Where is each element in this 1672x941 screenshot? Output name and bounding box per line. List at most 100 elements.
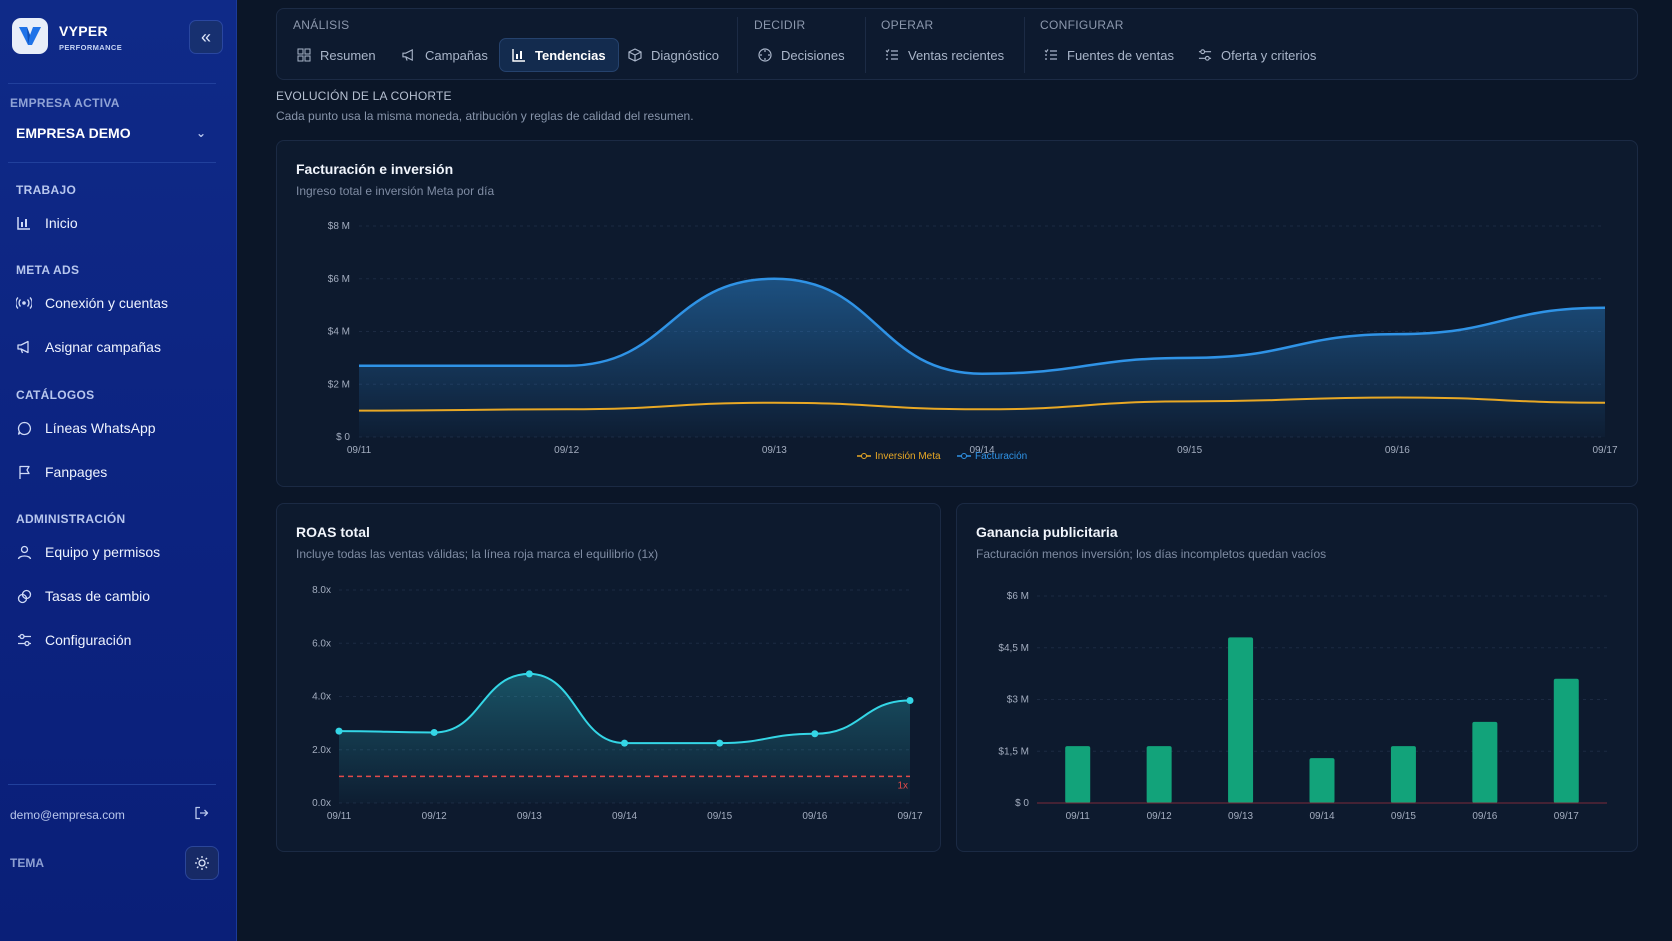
facturacion-line [359,277,1606,375]
logout-icon[interactable] [194,806,209,825]
cohort-subtitle: Cada punto usa la misma moneda, atribuci… [276,109,694,123]
sidebar-item-label: Configuración [45,632,132,648]
sidebar-item-label: Equipo y permisos [45,544,161,560]
inversion-line [358,396,1606,412]
coins-icon [16,588,32,604]
megaphone-icon [402,48,413,62]
x-tick-label: 09/17 [1592,445,1617,456]
section-meta-ads: META ADS [16,263,80,277]
roas-chart-card: ROAS total Incluye todas las ventas váli… [276,503,941,852]
y-tick-label: $4 M [328,327,350,338]
tab-decisiones[interactable]: Decisiones [746,38,857,72]
facturacion-area [359,278,1605,437]
theme-toggle-button[interactable] [185,846,219,880]
brand-name: VYPER [59,23,108,39]
sidebar-item-label: Asignar campañas [45,339,161,355]
chart-title: Facturación e inversión [296,161,454,177]
chart-subtitle: Incluye todas las ventas válidas; la lín… [296,547,659,561]
legend-facturacion-dot [961,453,967,459]
x-tick-label: 09/12 [1147,811,1172,822]
tab-label: Decisiones [781,47,845,63]
legend-inversion-label: Inversión Meta [875,451,941,462]
divider [8,83,216,84]
chart-subtitle: Facturación menos inversión; los días in… [976,547,1327,561]
tab-fuentes-de-ventas[interactable]: Fuentes de ventas [1032,38,1186,72]
sidebar-item-conexion[interactable]: Conexión y cuentas [16,295,168,311]
sidebar-item-asignar[interactable]: Asignar campañas [16,339,161,355]
tab-group-separator [737,17,738,73]
tab-oferta-y-criterios[interactable]: Oferta y criterios [1186,38,1328,72]
x-tick-label: 09/11 [327,811,352,822]
x-tick-label: 09/15 [1177,445,1202,456]
chart-title: ROAS total [296,524,370,540]
tab-resumen[interactable]: Resumen [285,38,388,72]
sidebar-item-lineas-whatsapp[interactable]: Líneas WhatsApp [16,420,156,436]
tab-campanas[interactable]: Campañas [390,38,500,72]
tab-group-separator [865,17,866,73]
section-trabajo: TRABAJO [16,183,77,197]
x-tick-label: 09/11 [1066,811,1091,822]
roas-point [621,739,628,747]
x-tick-label: 09/17 [1554,811,1579,822]
x-tick-label: 09/16 [1385,445,1410,456]
sidebar-item-label: Inicio [45,215,78,231]
double-chevron-left-icon: « [200,26,211,47]
x-tick-label: 09/15 [1391,811,1416,822]
roas-point [716,739,724,747]
collapse-sidebar-button[interactable]: « [189,20,223,54]
section-administracion: ADMINISTRACIÓN [16,512,126,526]
compass-icon [758,48,772,62]
user-icon [16,544,32,560]
facturacion-chart: $ 0 $2 M $4 M $6 M $8 M 09/11 09/12 09/13 09/14 0… [328,221,1618,462]
y-tick-label: 8.0x [312,585,331,596]
group-configurar-label: CONFIGURAR [1040,18,1124,32]
ganancia-bar [1553,678,1579,803]
x-tick-label: 09/14 [1309,811,1334,822]
tab-ventas-recientes[interactable]: Ventas recientes [873,38,1016,72]
x-tick-label: 09/16 [802,811,827,822]
logo [12,18,48,54]
brand-subtitle: PERFORMANCE [59,43,123,52]
tab-label: Tendencias [535,47,606,63]
ganancia-chart: $ 0 $1,5 M $3 M $4,5 M $6 M 09/11 09/12 09/13 09… [998,591,1607,822]
y-tick-label: $3 M [1007,695,1029,706]
x-tick-label: 09/13 [517,811,542,822]
sidebar-item-inicio[interactable]: Inicio [16,215,78,231]
ganancia-bar [1472,721,1498,803]
x-tick-label: 09/16 [1472,811,1497,822]
sidebar-item-equipo[interactable]: Equipo y permisos [16,544,160,560]
y-tick-label: 0.0x [312,798,331,809]
sidebar-item-tasas[interactable]: Tasas de cambio [16,588,150,604]
sidebar-item-fanpages[interactable]: Fanpages [16,464,107,480]
user-email: demo@empresa.com [10,808,125,822]
chart-subtitle: Ingreso total e inversión Meta por día [296,184,495,198]
x-tick-label: 09/11 [347,445,372,456]
legend-inversion-dot [861,453,867,459]
roas-chart: 0.0x 2.0x 4.0x 6.0x 8.0x 09/11 09/12 09/13 09/14… [312,585,923,822]
group-decidir-label: DECIDIR [754,18,806,32]
y-tick-label: $2 M [328,379,350,390]
ganancia-bar [1065,746,1091,803]
roas-point [430,728,438,736]
x-tick-label: 09/17 [897,811,922,822]
group-operar-label: OPERAR [881,18,934,32]
divider [8,162,216,163]
sliders-icon [16,632,32,648]
ganancia-bar [1228,637,1254,803]
tab-diagnostico[interactable]: Diagnóstico [616,38,731,72]
roas-area [339,673,910,803]
ganancia-bar [1146,746,1172,803]
bar-chart-icon [512,49,525,62]
y-tick-label: $6 M [1007,591,1029,602]
y-tick-label: 6.0x [312,638,331,649]
company-selector[interactable]: EMPRESA DEMO ⌄ [16,125,206,141]
y-tick-label: $6 M [328,274,350,285]
section-tab-bar: ANÁLISIS Resumen Campañas Tendencias Dia… [276,8,1638,80]
sidebar-item-configuracion[interactable]: Configuración [16,632,131,648]
tab-tendencias[interactable]: Tendencias [499,38,619,72]
megaphone-icon [16,339,32,355]
cohort-title: EVOLUCIÓN DE LA COHORTE [276,89,452,103]
sidebar-item-label: Fanpages [45,464,108,480]
legend-facturacion-label: Facturación [975,451,1027,462]
breakeven-label: 1x [897,780,908,791]
